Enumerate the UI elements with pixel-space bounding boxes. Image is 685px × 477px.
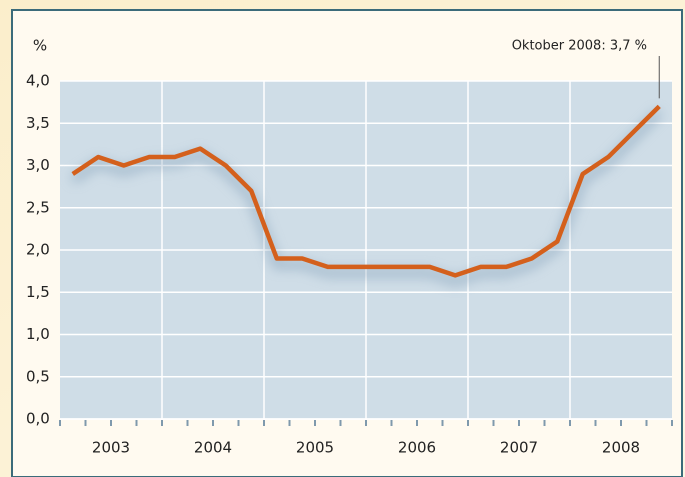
y-axis-label: % [33, 37, 47, 55]
x-tick-label: 2008 [602, 439, 640, 457]
x-tick-label: 2003 [92, 439, 130, 457]
annotation: Oktober 2008: 3,7 % [512, 39, 647, 54]
y-tick-label: 0,0 [26, 410, 50, 428]
x-tick-label: 2005 [296, 439, 334, 457]
x-tick-label: 2007 [500, 439, 538, 457]
y-tick-label: 1,5 [26, 283, 50, 301]
y-tick-label: 2,5 [26, 198, 50, 216]
y-tick-label: 2,0 [26, 241, 50, 259]
y-tick-label: 4,0 [26, 72, 50, 90]
y-tick-label: 3,5 [26, 114, 50, 132]
y-tick-label: 0,5 [26, 367, 50, 385]
y-tick-label: 3,0 [26, 156, 50, 174]
y-tick-label: 1,0 [26, 325, 50, 343]
x-tick-label: 2006 [398, 439, 436, 457]
line [71, 104, 661, 278]
x-tick-label: 2004 [194, 439, 232, 457]
